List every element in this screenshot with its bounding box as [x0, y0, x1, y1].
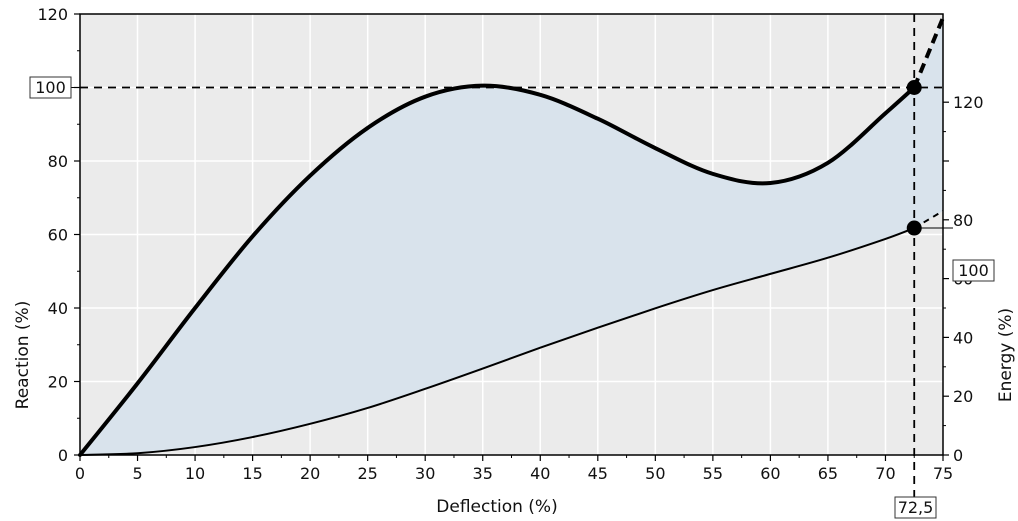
y2-tick-label-40: 40 [953, 328, 973, 347]
y-tick-label-60: 60 [48, 226, 68, 245]
y-axis-left: 0 20 40 60 80 100 120 [37, 5, 80, 465]
energy-curve [79, 227, 915, 456]
x-axis: 0 5 10 15 20 25 30 35 40 45 50 55 60 65 70 75 [75, 455, 953, 483]
x-tick-label-25: 25 [357, 464, 377, 483]
y2-axis-title: Energy (%) [996, 308, 1016, 402]
y2-tick-label-120: 120 [953, 93, 984, 112]
x-tick-label-0: 0 [75, 464, 85, 483]
energy-100-label: 100 [958, 261, 989, 280]
x-tick-label-5: 5 [132, 464, 142, 483]
y-tick-label-80: 80 [48, 152, 68, 171]
x-tick-label-40: 40 [530, 464, 550, 483]
reaction-curve [78, 83, 917, 457]
y-axis-title: Reaction (%) [13, 301, 33, 410]
x-tick-label-65: 65 [818, 464, 838, 483]
deflection-72-5-label: 72,5 [898, 498, 934, 517]
reaction-100-label-box [29, 76, 72, 99]
x-tick-label-70: 70 [875, 464, 895, 483]
x-axis-title: Deflection (%) [436, 497, 557, 517]
x-tick-label-15: 15 [242, 464, 262, 483]
x-tick-label-60: 60 [760, 464, 780, 483]
y2-tick-label-20: 20 [953, 387, 973, 406]
y-tick-label-120: 120 [37, 5, 68, 24]
y2-tick-label-80: 80 [953, 211, 973, 230]
markers [906, 80, 922, 236]
x-tick-label-50: 50 [645, 464, 665, 483]
x-tick-label-30: 30 [415, 464, 435, 483]
x-tick-label-55: 55 [703, 464, 723, 483]
energy-marker-dot [906, 220, 922, 236]
x-tick-label-20: 20 [300, 464, 320, 483]
reaction-marker-dot [906, 80, 922, 95]
reaction-100-label: 100 [35, 78, 66, 97]
energy-area-fill [80, 17, 943, 456]
y-tick-label-20: 20 [48, 373, 68, 392]
deflection-72-5-label-box [894, 496, 937, 519]
energy-100-label-box [952, 259, 995, 282]
x-tick-label-10: 10 [185, 464, 205, 483]
boxed-labels: 100 100 72,5 [29, 76, 995, 519]
x-tick-label-45: 45 [588, 464, 608, 483]
reaction-curve-extension [912, 16, 945, 89]
y2-tick-label-0: 0 [953, 446, 963, 465]
y-tick-label-40: 40 [48, 299, 68, 318]
y-tick-label-0: 0 [58, 446, 68, 465]
x-tick-label-75: 75 [933, 464, 953, 483]
x-tick-label-35: 35 [473, 464, 493, 483]
